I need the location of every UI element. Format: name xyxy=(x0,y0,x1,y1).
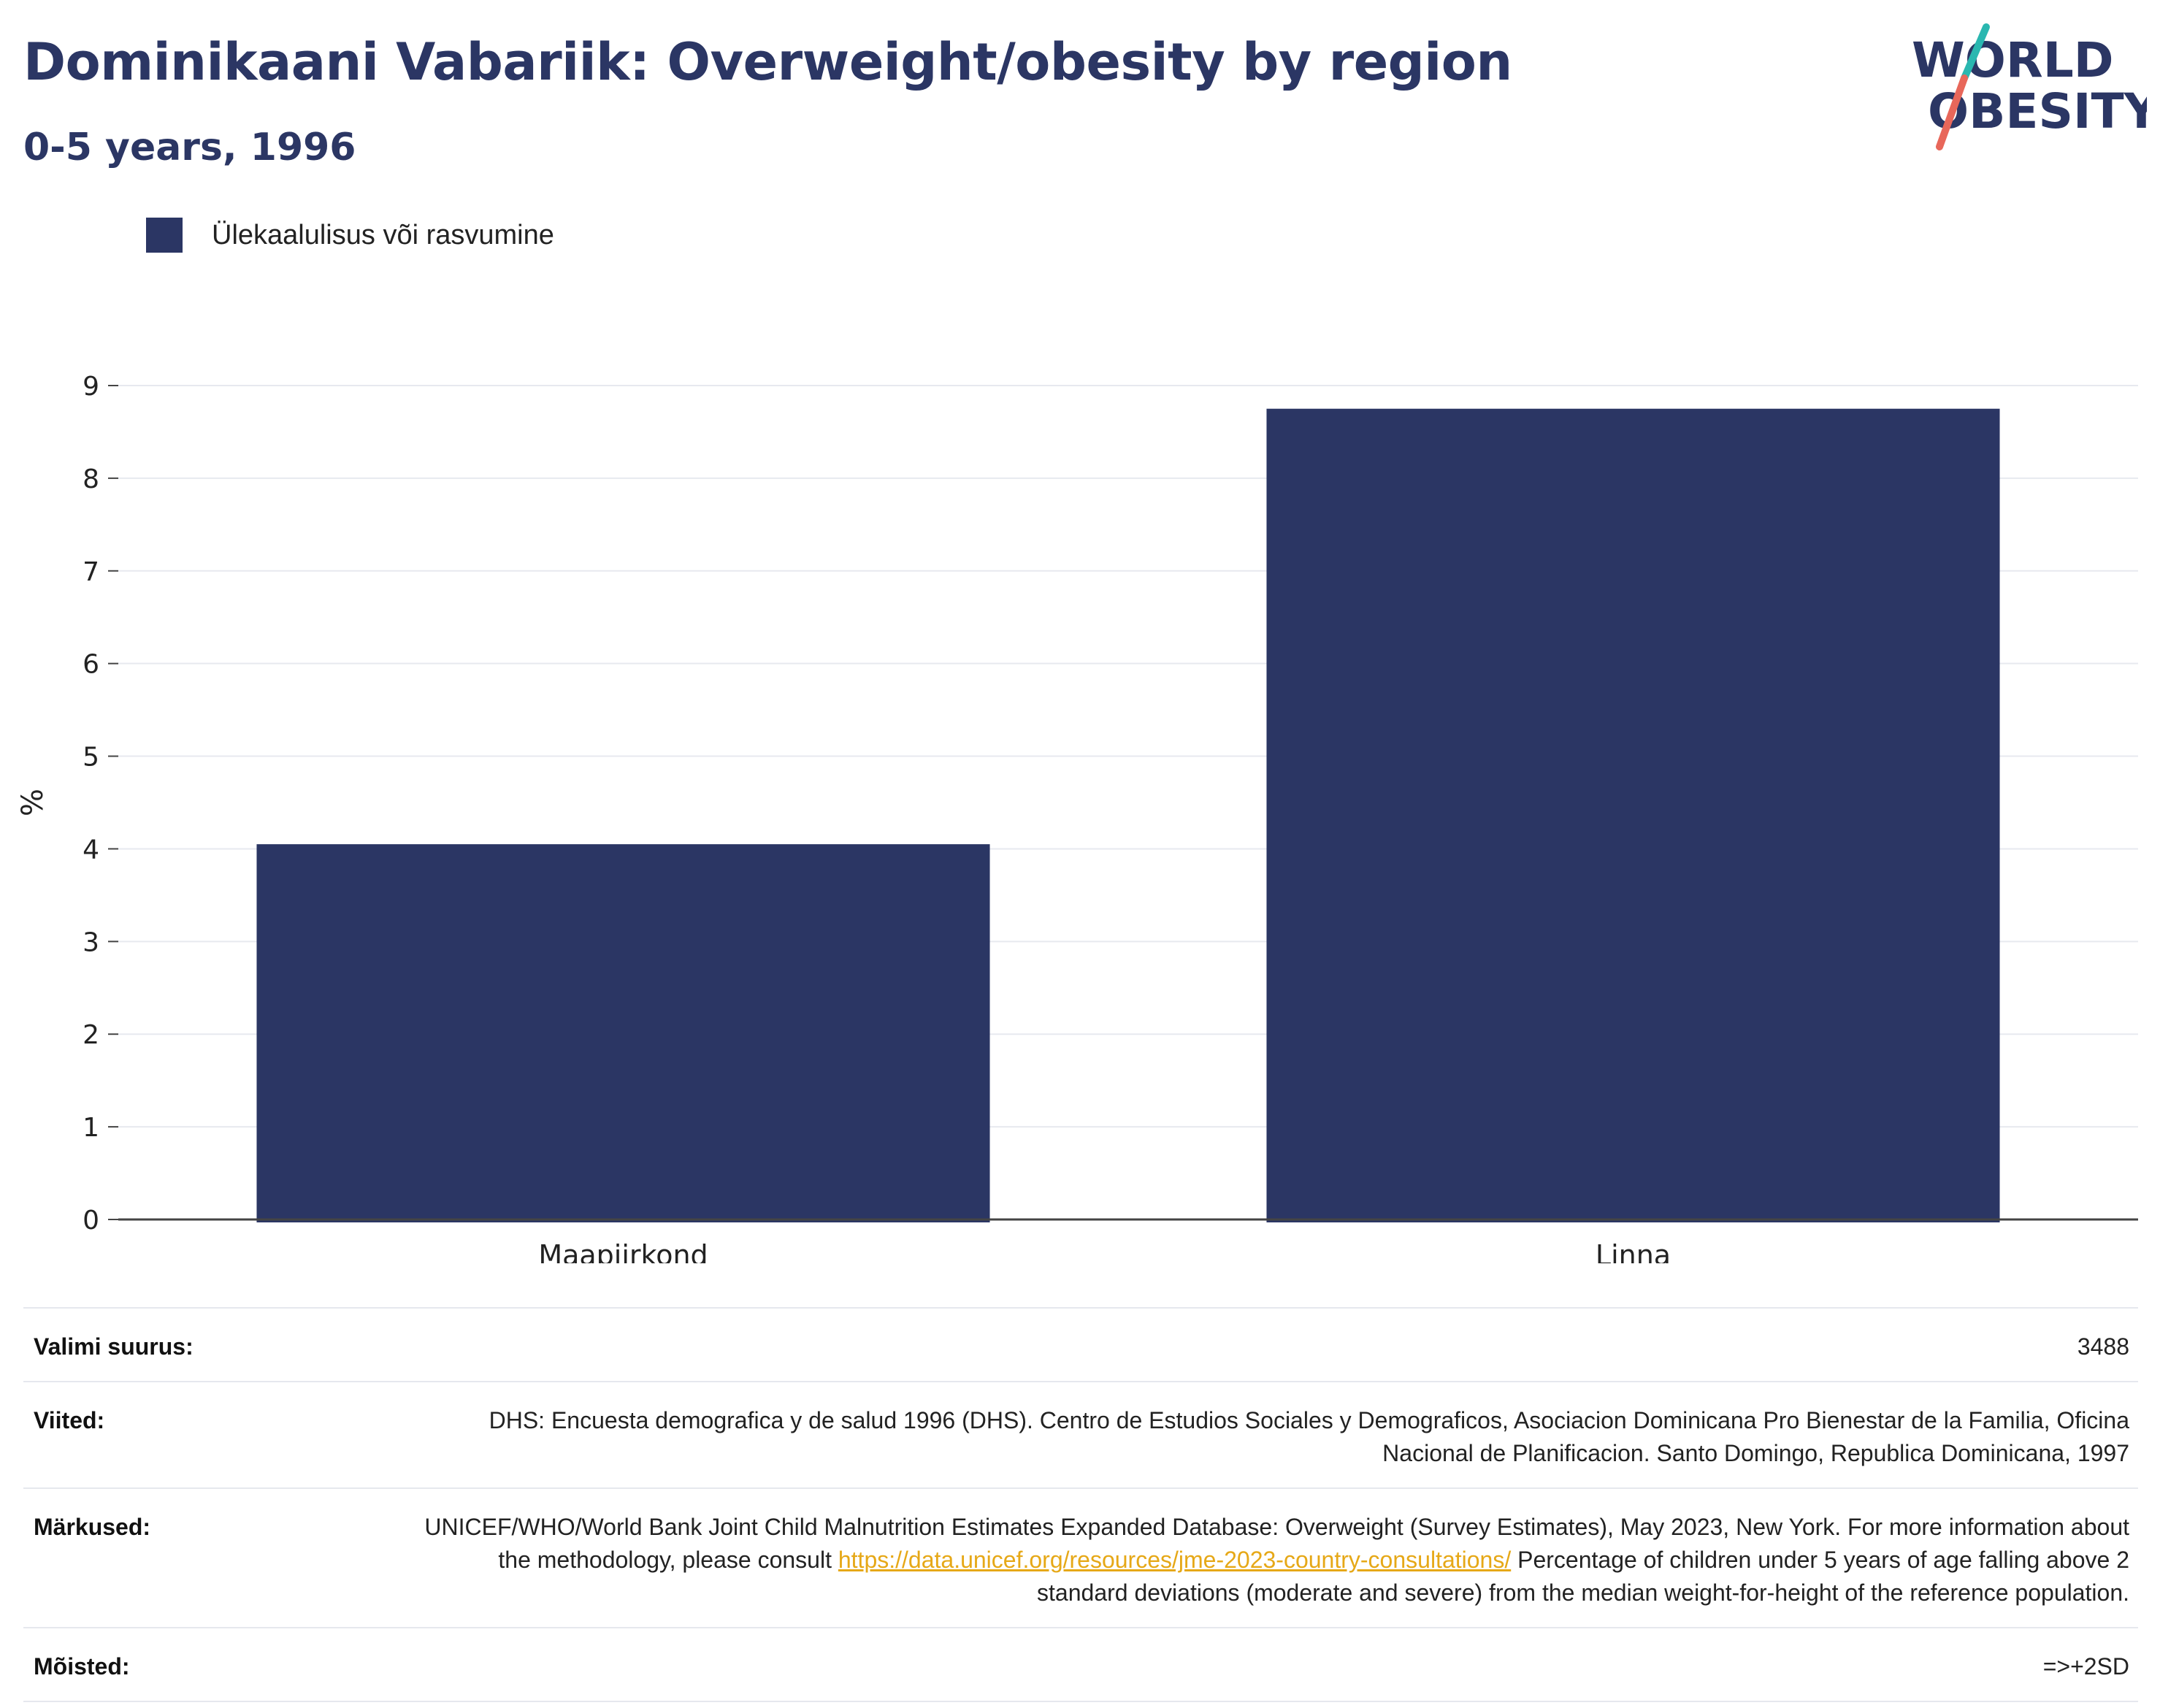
chart-title: Dominikaani Vabariik: Overweight/obesity… xyxy=(23,32,1512,92)
notes-label: Märkused: xyxy=(34,1514,151,1540)
y-tick-label: 4 xyxy=(83,835,99,865)
y-tick-label: 3 xyxy=(83,927,99,957)
y-tick-label: 8 xyxy=(83,464,99,494)
x-tick-label: Maapiirkond xyxy=(538,1239,708,1263)
sample-size-value: 3488 xyxy=(2077,1333,2129,1360)
y-tick-label: 9 xyxy=(83,372,99,402)
y-axis-ticks: 0 1 2 3 4 5 6 7 8 9 xyxy=(83,372,118,1236)
y-axis-label: % xyxy=(16,789,50,816)
definitions-value: =>+2SD xyxy=(2042,1653,2129,1680)
info-table: Valimi suurus: 3488 Viited: DHS: Encuest… xyxy=(23,1307,2138,1702)
references-label: Viited: xyxy=(34,1407,105,1433)
notes-value: UNICEF/WHO/World Bank Joint Child Malnut… xyxy=(406,1511,2129,1609)
y-tick-label: 7 xyxy=(83,557,99,587)
y-tick-label: 6 xyxy=(83,650,99,680)
bar-maapiirkond[interactable] xyxy=(256,844,990,1222)
y-tick-label: 0 xyxy=(83,1206,99,1236)
bar-linna[interactable] xyxy=(1266,408,2000,1223)
bar-chart: 0 1 2 3 4 5 6 7 8 9 Maapiirkond Linna % xyxy=(16,372,2138,1263)
info-row-notes: Märkused: UNICEF/WHO/World Bank Joint Ch… xyxy=(23,1487,2138,1627)
references-value: DHS: Encuesta demografica y de salud 199… xyxy=(489,1407,2129,1466)
logo-slash-top xyxy=(1961,23,1990,82)
bars xyxy=(256,408,2000,1223)
notes-text-after: Percentage of children under 5 years of … xyxy=(1037,1547,2129,1606)
logo-slash-bottom xyxy=(1936,74,1968,150)
definitions-label: Mõisted: xyxy=(34,1653,130,1680)
sample-size-label: Valimi suurus: xyxy=(34,1333,194,1360)
methodology-link[interactable]: https://data.unicef.org/resources/jme-20… xyxy=(838,1547,1512,1573)
y-tick-label: 2 xyxy=(83,1020,99,1050)
info-row-sample-size: Valimi suurus: 3488 xyxy=(23,1307,2138,1381)
logo-line2: OBESITY xyxy=(1928,83,2147,139)
chart-subtitle: 0-5 years, 1996 xyxy=(23,126,356,169)
y-tick-label: 5 xyxy=(83,743,99,773)
legend-label: Ülekaalulisus või rasvumine xyxy=(212,219,554,250)
world-obesity-logo: WORLD OBESITY xyxy=(1912,23,2147,150)
logo-line1: WORLD xyxy=(1912,32,2114,88)
x-axis-ticks: Maapiirkond Linna xyxy=(538,1239,1671,1263)
chart-legend: Ülekaalulisus või rasvumine xyxy=(146,218,554,253)
info-row-definitions: Mõisted: =>+2SD xyxy=(23,1627,2138,1702)
x-tick-label: Linna xyxy=(1596,1239,1671,1263)
info-row-references: Viited: DHS: Encuesta demografica y de s… xyxy=(23,1381,2138,1487)
y-tick-label: 1 xyxy=(83,1113,99,1143)
legend-swatch xyxy=(146,218,183,253)
notes-text-before: UNICEF/WHO/World Bank Joint Child Malnut… xyxy=(424,1514,2129,1573)
